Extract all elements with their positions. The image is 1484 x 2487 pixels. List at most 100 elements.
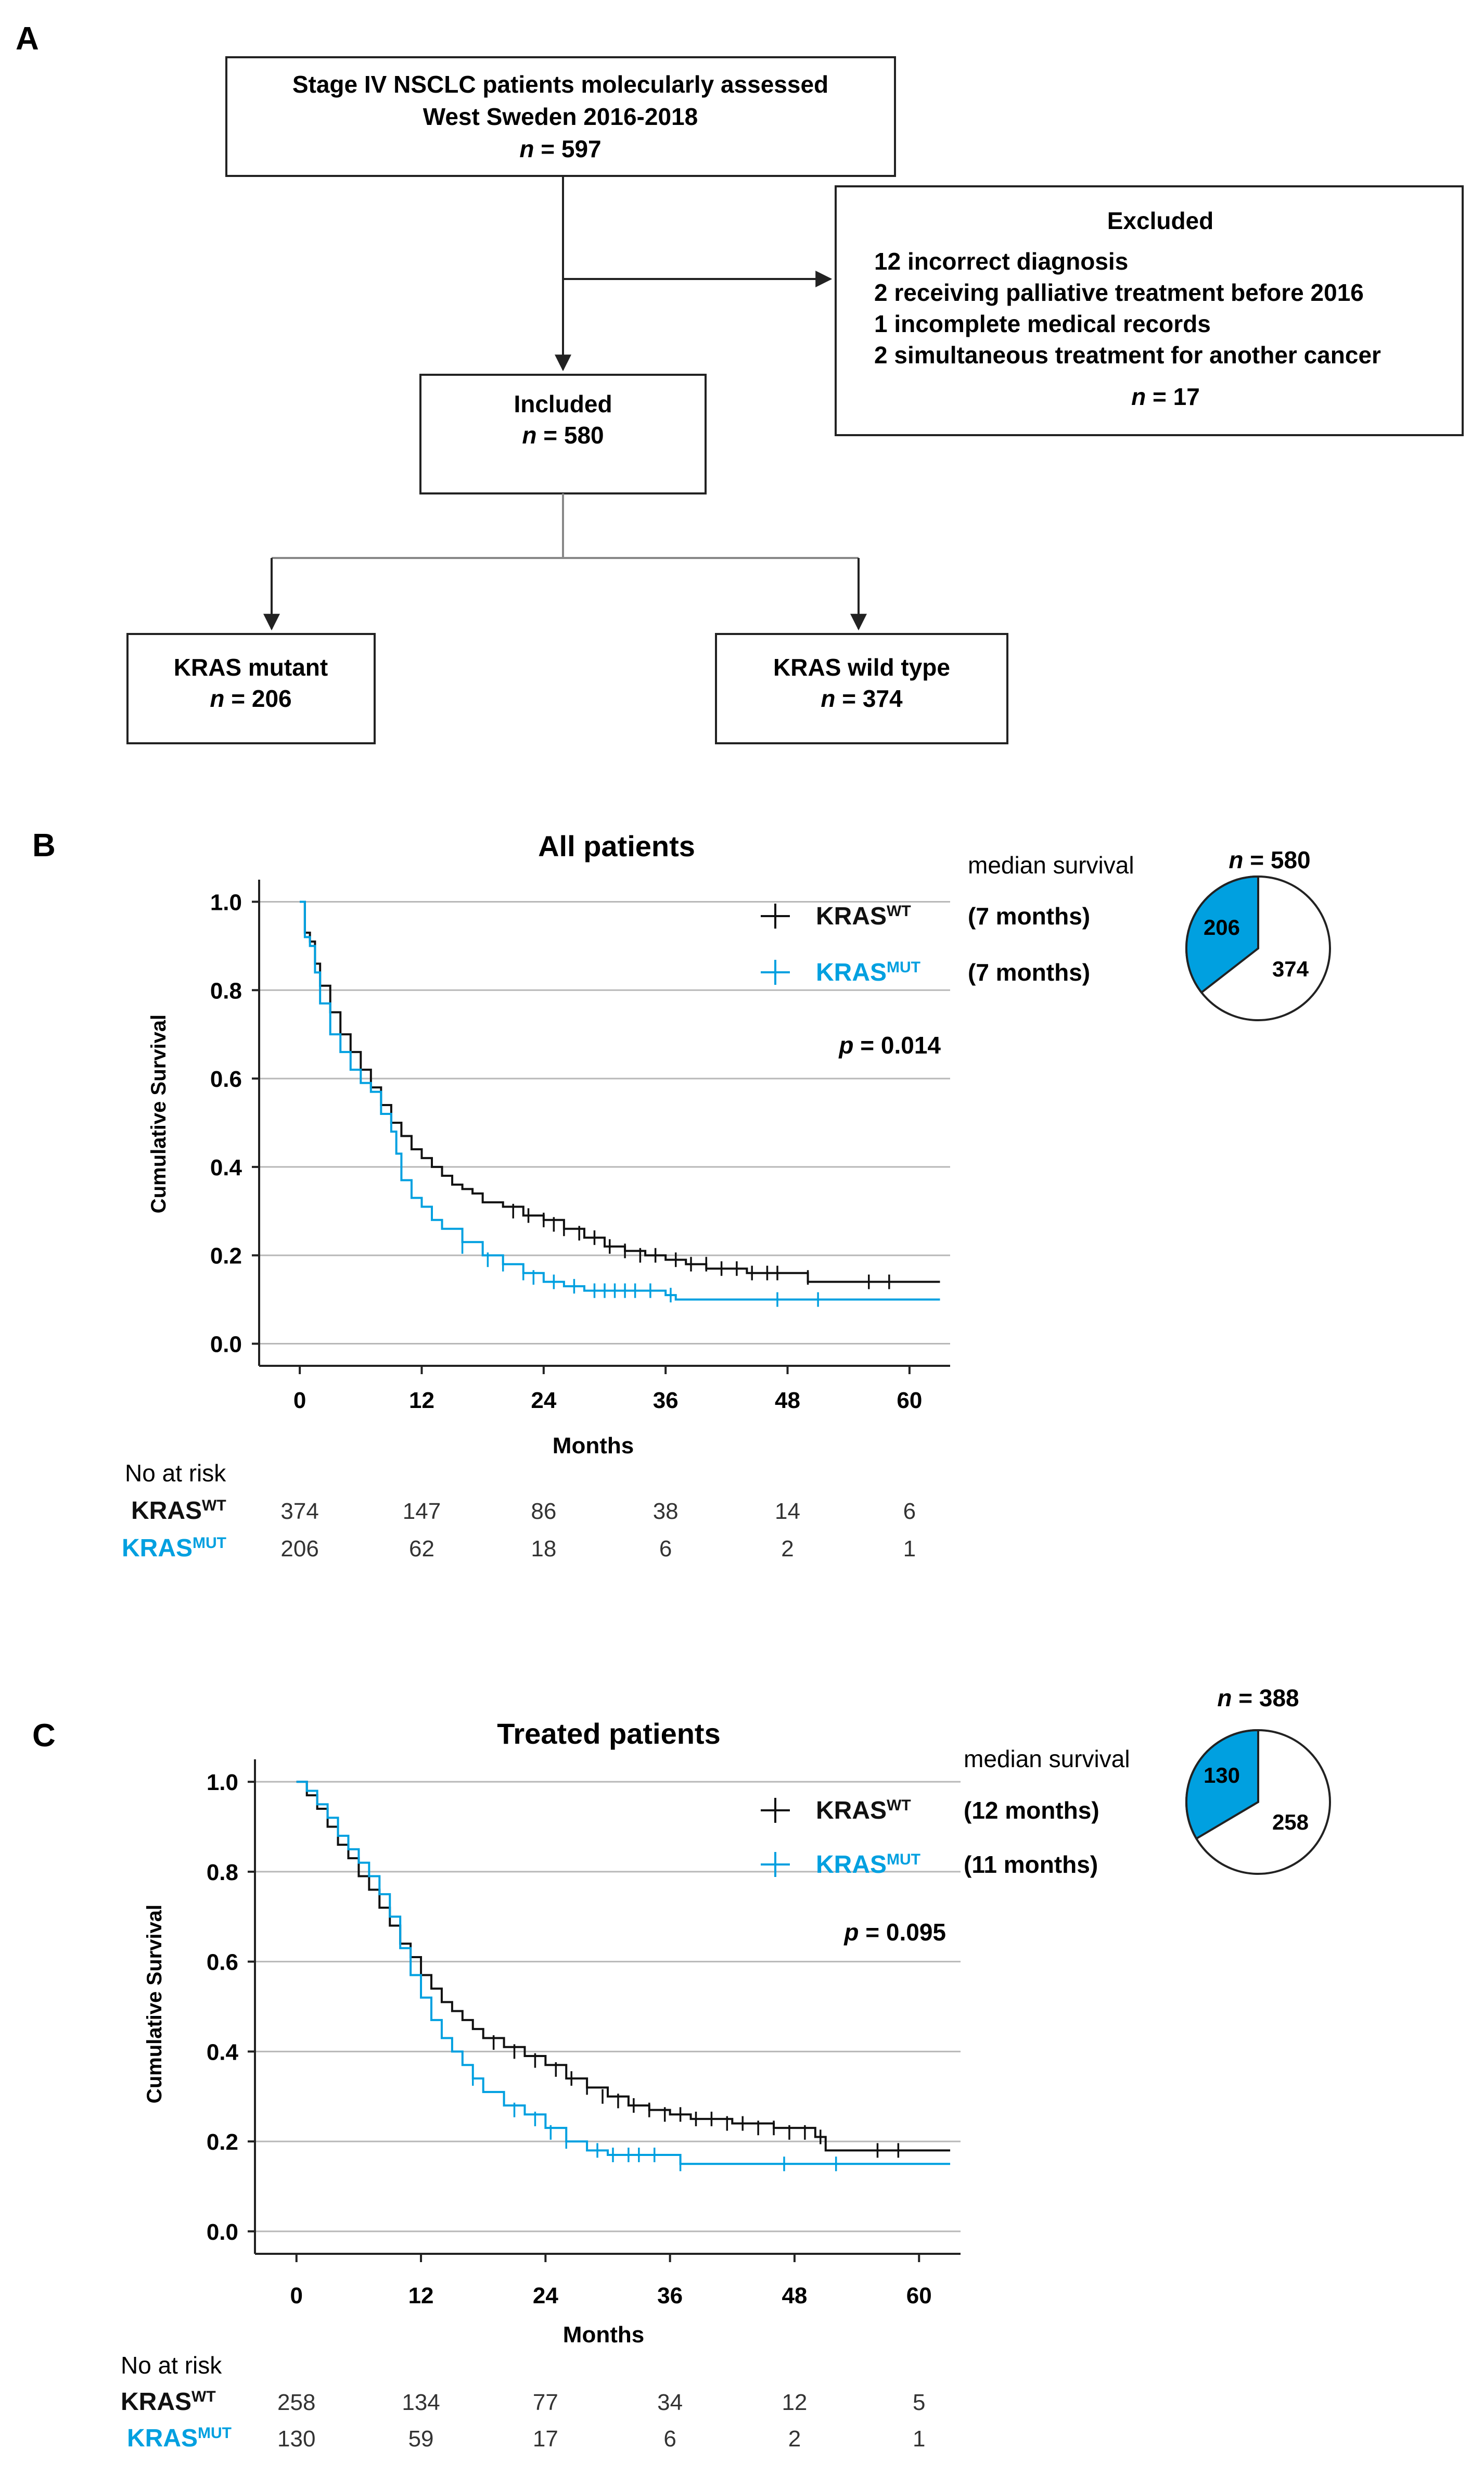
y-tick-label: 1.0 xyxy=(210,890,242,915)
y-tick-label: 1.0 xyxy=(207,1770,238,1795)
panel-b: B All patients Cumulative Survival Month… xyxy=(32,828,1331,1563)
risk-value: 62 xyxy=(409,1536,434,1562)
legend-header: median survival xyxy=(964,1745,1130,1772)
panel-label-c: C xyxy=(32,1718,56,1754)
legend-median-mut: (7 months) xyxy=(968,959,1090,986)
risk-value: 6 xyxy=(659,1536,672,1562)
flowchart: A Stage IV NSCLC patients molecularly as… xyxy=(16,21,1464,744)
risk-value: 6 xyxy=(663,2426,676,2452)
top-box xyxy=(225,56,896,177)
risk-value: 2 xyxy=(788,2426,801,2452)
x-tick-label: 48 xyxy=(775,1388,800,1413)
pie-chart: 130 258 xyxy=(1185,1729,1331,1875)
x-tick-label: 24 xyxy=(533,2283,558,2308)
risk-value: 17 xyxy=(533,2426,558,2452)
mutant-n: n = 206 xyxy=(210,685,291,712)
survival-curve-mut xyxy=(296,1781,951,2165)
mutant-title: KRAS mutant xyxy=(174,654,328,681)
x-tick-label: 48 xyxy=(782,2283,807,2308)
risk-value: 38 xyxy=(653,1499,679,1524)
y-tick-labels: 0.0 0.2 0.4 0.6 0.8 1.0 xyxy=(210,890,259,1357)
y-axis-label: Cumulative Survival xyxy=(147,1014,170,1213)
chart-title: All patients xyxy=(538,830,695,862)
pie-slice-mut xyxy=(1185,1729,1259,1841)
excluded-box xyxy=(835,185,1464,436)
excluded-item: 2 simultaneous treatment for another can… xyxy=(874,341,1381,369)
x-tick-labels: 0 12 24 36 48 60 xyxy=(293,1366,922,1413)
pie-slice-label: 206 xyxy=(1204,915,1240,940)
y-tick-labels: 0.0 0.2 0.4 0.6 0.8 1.0 xyxy=(207,1770,255,2245)
y-tick-label: 0.8 xyxy=(210,978,242,1004)
x-tick-label: 24 xyxy=(531,1388,556,1413)
excluded-item: 1 incomplete medical records xyxy=(874,310,1211,337)
risk-value: 12 xyxy=(782,2390,807,2415)
risk-value: 59 xyxy=(408,2426,434,2452)
x-axis-label: Months xyxy=(563,2322,644,2348)
x-tick-label: 60 xyxy=(906,2283,932,2308)
y-axis-label: Cumulative Survival xyxy=(143,1905,166,2103)
pie-chart: 206 374 xyxy=(1185,875,1331,1021)
survival-curve-wt xyxy=(300,900,940,1283)
top-box-line2: West Sweden 2016-2018 xyxy=(423,103,698,130)
risk-value: 77 xyxy=(533,2390,558,2415)
legend-entry-mut: KRASMUT (7 months) xyxy=(761,959,1090,986)
x-tick-label: 12 xyxy=(409,1388,434,1413)
survival-curve-mut xyxy=(300,900,940,1301)
included-box xyxy=(419,374,707,494)
legend-label-wt: KRASWT xyxy=(816,903,911,931)
legend-label-wt: KRASWT xyxy=(816,1797,911,1825)
panel-c: C Treated patients Cumulative Survival M… xyxy=(32,1684,1331,2453)
excluded-item: 2 receiving palliative treatment before … xyxy=(874,279,1364,306)
panel-label-b: B xyxy=(32,828,56,864)
risk-value: 14 xyxy=(775,1499,800,1524)
included-title: Included xyxy=(514,390,612,417)
top-box-n: n = 597 xyxy=(519,135,601,162)
risk-value: 5 xyxy=(913,2390,925,2415)
risk-value: 34 xyxy=(657,2390,683,2415)
survival-curve-wt xyxy=(296,1781,951,2152)
x-tick-label: 36 xyxy=(657,2283,683,2308)
legend-entry-mut: KRASMUT (11 months) xyxy=(761,1851,1098,1879)
excluded-n: n = 17 xyxy=(1131,383,1200,410)
y-tick-label: 0.4 xyxy=(207,2039,239,2065)
risk-value: 147 xyxy=(403,1499,441,1524)
legend-entry-wt: KRASWT (12 months) xyxy=(761,1797,1099,1825)
mutant-box xyxy=(126,633,376,744)
pie-slice-label: 258 xyxy=(1272,1810,1309,1834)
grid-lines xyxy=(255,1781,961,2232)
risk-table-header: No at risk xyxy=(121,2352,222,2379)
x-tick-label: 12 xyxy=(408,2283,434,2308)
risk-value: 258 xyxy=(277,2390,315,2415)
risk-row-label-mut: KRASMUT xyxy=(122,1534,226,1563)
wild-title: KRAS wild type xyxy=(773,654,950,681)
y-tick-label: 0.0 xyxy=(210,1332,242,1357)
risk-value: 18 xyxy=(531,1536,556,1562)
y-tick-label: 0.2 xyxy=(207,2129,238,2155)
risk-value: 206 xyxy=(280,1536,318,1562)
p-value: p = 0.095 xyxy=(843,1919,946,1946)
excluded-item: 12 incorrect diagnosis xyxy=(874,248,1128,275)
p-value: p = 0.014 xyxy=(838,1032,941,1059)
risk-value: 1 xyxy=(913,2426,925,2452)
y-tick-label: 0.8 xyxy=(207,1860,238,1885)
x-tick-label: 60 xyxy=(897,1388,922,1413)
grid-lines xyxy=(259,900,950,1345)
y-tick-label: 0.2 xyxy=(210,1244,242,1269)
included-n: n = 580 xyxy=(522,422,604,449)
risk-value: 130 xyxy=(277,2426,315,2452)
risk-value: 1 xyxy=(903,1536,916,1562)
risk-value: 134 xyxy=(402,2390,440,2415)
risk-table-values: 258 134 77 34 12 5 130 59 17 6 2 1 xyxy=(277,2390,925,2452)
legend-header: median survival xyxy=(968,852,1134,879)
risk-row-label-wt: KRASWT xyxy=(121,2388,216,2416)
y-tick-label: 0.6 xyxy=(210,1067,242,1092)
x-tick-labels: 0 12 24 36 48 60 xyxy=(290,2254,932,2308)
y-tick-label: 0.4 xyxy=(210,1155,242,1181)
risk-row-label-mut: KRASMUT xyxy=(127,2425,232,2453)
wild-box xyxy=(715,633,1008,744)
x-tick-label: 36 xyxy=(653,1388,679,1413)
x-axis-label: Months xyxy=(553,1433,634,1458)
panel-label-a: A xyxy=(16,21,39,57)
